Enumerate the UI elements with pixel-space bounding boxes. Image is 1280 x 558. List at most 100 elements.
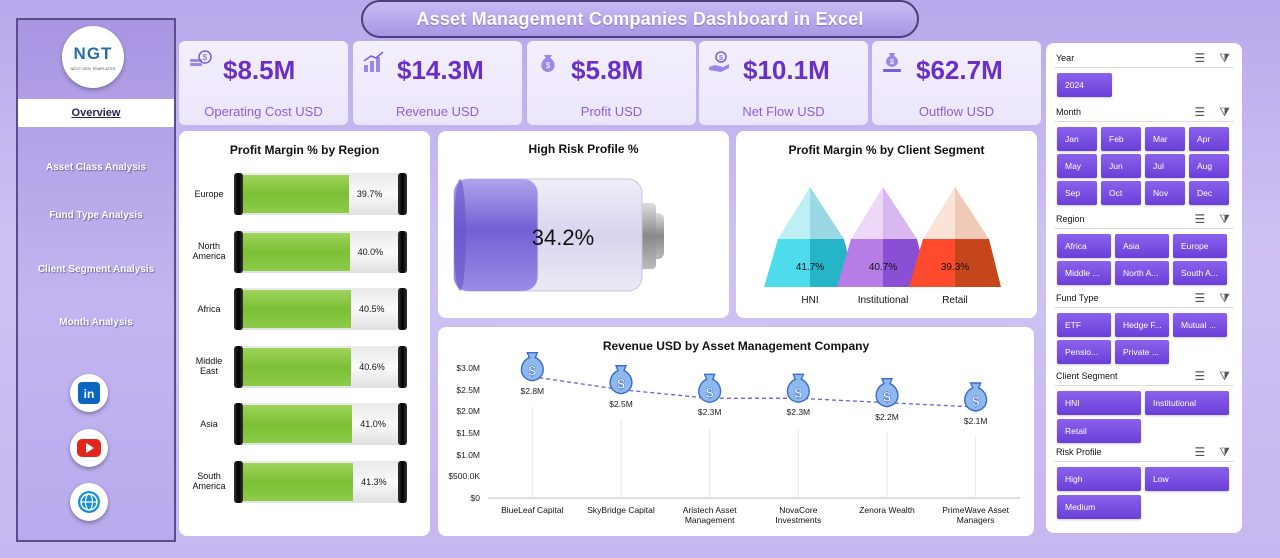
sidebar: NGT NEXT GEN TEMPLATES Overview Asset Cl… <box>16 18 176 542</box>
bar-cap-right <box>398 345 407 388</box>
data-label: 41.0% <box>360 419 386 430</box>
slicer-chip[interactable]: Dec <box>1189 181 1229 205</box>
bar-cap-left <box>234 173 243 215</box>
clear-filter-icon[interactable]: ⧩ <box>1219 291 1230 305</box>
pyramid-retail <box>909 187 1001 287</box>
risk-value-label: 34.2% <box>531 225 595 250</box>
slicer-panel: Year ☰ ⧩ 2024 Month ☰ ⧩ Jan Feb Mar Apr May Jun Jul Au… <box>1046 43 1242 533</box>
slicer-chip[interactable]: Private ... <box>1115 340 1169 364</box>
chart-title: Profit Margin % by Client Segment <box>788 143 985 157</box>
multi-select-icon[interactable]: ☰ <box>1194 369 1206 383</box>
nav-overview[interactable]: Overview <box>18 99 174 127</box>
category-label: Institutional <box>857 295 909 306</box>
multi-select-icon[interactable]: ☰ <box>1194 212 1206 226</box>
y-tick-label: $3.0M <box>456 363 480 373</box>
kpi-label: Net Flow USD <box>742 104 825 119</box>
nav-client-segment-analysis[interactable]: Client Segment Analysis <box>37 264 155 275</box>
chart-title: Profit Margin % by Region <box>229 143 380 157</box>
clear-filter-icon[interactable]: ⧩ <box>1219 212 1230 226</box>
slicer-title: Year <box>1056 53 1075 63</box>
svg-text:$: $ <box>617 376 625 392</box>
data-label: 41.3% <box>361 477 387 487</box>
slicer-chip[interactable]: Sep <box>1057 181 1097 205</box>
money-bag-marker: $ <box>609 364 633 395</box>
clear-filter-icon[interactable]: ⧩ <box>1219 51 1230 65</box>
youtube-icon[interactable] <box>70 429 108 467</box>
multi-select-icon[interactable]: ☰ <box>1194 291 1206 305</box>
data-label: 40.0% <box>357 246 384 257</box>
slicer-chip[interactable]: Aug <box>1189 154 1229 178</box>
slicer-chip[interactable]: Institutional <box>1145 391 1229 415</box>
slicer-chip[interactable]: May <box>1057 154 1097 178</box>
slicer-chip[interactable]: Mar <box>1145 127 1185 151</box>
bar-track <box>234 461 407 503</box>
hand-coin-icon: $ <box>709 51 729 72</box>
multi-select-icon[interactable]: ☰ <box>1194 445 1206 459</box>
kpi-value: $8.5M <box>223 55 296 85</box>
slicer-chip[interactable]: HNI <box>1057 391 1141 415</box>
slicer-chip[interactable]: Apr <box>1189 127 1229 151</box>
slicer-chip[interactable]: Hedge F... <box>1115 313 1169 337</box>
slicer-chip[interactable]: Low <box>1145 467 1229 491</box>
bar-cap-left <box>234 345 243 388</box>
linkedin-icon[interactable]: in <box>70 374 108 412</box>
clear-filter-icon[interactable]: ⧩ <box>1219 369 1230 383</box>
slicer-title: Risk Profile <box>1056 447 1102 457</box>
kpi-label: Profit USD <box>580 104 643 119</box>
bar-track <box>234 230 407 273</box>
slicer-chip[interactable]: Medium <box>1057 495 1141 519</box>
nav-asset-class-analysis[interactable]: Asset Class Analysis <box>45 162 147 173</box>
kpi-value: $5.8M <box>571 55 644 85</box>
slicer-controls: ☰ ⧩ <box>1195 445 1230 460</box>
clear-filter-icon[interactable]: ⧩ <box>1219 105 1230 119</box>
data-label: 40.6% <box>359 361 385 372</box>
slicer-chip[interactable]: Nov <box>1145 181 1185 205</box>
bar-cap-left <box>234 230 243 273</box>
revenue-line-chart: $ $ $ $ $ $ <box>488 351 1020 499</box>
kpi-value: $10.1M <box>743 55 830 85</box>
slicer-chip[interactable]: North A... <box>1115 261 1169 285</box>
slicer-chip[interactable]: Africa <box>1057 234 1111 258</box>
svg-text:$: $ <box>890 59 894 66</box>
slicer-chip[interactable]: Asia <box>1115 234 1169 258</box>
slicer-chip[interactable]: ETF <box>1057 313 1111 337</box>
globe-icon[interactable] <box>70 483 108 521</box>
slicer-chip[interactable]: South A... <box>1173 261 1227 285</box>
slicer-chip[interactable]: Pensio... <box>1057 340 1111 364</box>
slicer-chip[interactable]: Mutual ... <box>1173 313 1227 337</box>
slicer-controls: ☰ ⧩ <box>1195 212 1230 227</box>
slicer-chip[interactable]: Jul <box>1145 154 1185 178</box>
risk-gauge-card: High Risk Profile % 34.2% <box>438 131 729 318</box>
kpi-net-flow: $ $10.1M Net Flow USD <box>699 41 868 125</box>
clear-filter-icon[interactable]: ⧩ <box>1219 445 1230 459</box>
kpi-label: Operating Cost USD <box>204 104 323 119</box>
slicer-title: Client Segment <box>1056 371 1118 381</box>
slicer-controls: ☰ ⧩ <box>1195 369 1230 384</box>
slicer-chip[interactable]: Jan <box>1057 127 1097 151</box>
revenue-company-card: Revenue USD by Asset Management Company … <box>438 327 1034 536</box>
money-bag-icon: $ <box>541 55 555 72</box>
slicer-chip[interactable]: Feb <box>1101 127 1141 151</box>
battery-fill <box>454 179 538 291</box>
slicer-divider <box>1054 121 1234 122</box>
nav-month-analysis[interactable]: Month Analysis <box>59 317 133 328</box>
nav-fund-type-analysis[interactable]: Fund Type Analysis <box>49 210 143 221</box>
multi-select-icon[interactable]: ☰ <box>1194 51 1206 65</box>
slicer-chip[interactable]: 2024 <box>1057 73 1112 97</box>
bar-track <box>234 403 407 446</box>
slicer-chip[interactable]: Europe <box>1173 234 1227 258</box>
slicer-chip[interactable]: Jun <box>1101 154 1141 178</box>
slicer-chip[interactable]: Oct <box>1101 181 1141 205</box>
slicer-title: Fund Type <box>1056 293 1099 303</box>
bar-cap-right <box>398 230 407 273</box>
slicer-chip[interactable]: Retail <box>1057 419 1141 443</box>
slicer-chip[interactable]: Middle ... <box>1057 261 1111 285</box>
multi-select-icon[interactable]: ☰ <box>1194 105 1206 119</box>
ngt-logo: NGT NEXT GEN TEMPLATES <box>62 26 124 88</box>
data-label: $2.3M <box>786 407 811 418</box>
money-bag-marker: $ <box>875 377 899 408</box>
client-segment-card: Profit Margin % by Client Segment 41.7% H… <box>736 131 1037 318</box>
category-label: NovaCore Investments <box>775 505 822 525</box>
kpi-profit: $ $5.8M Profit USD <box>527 41 696 125</box>
slicer-chip[interactable]: High <box>1057 467 1141 491</box>
